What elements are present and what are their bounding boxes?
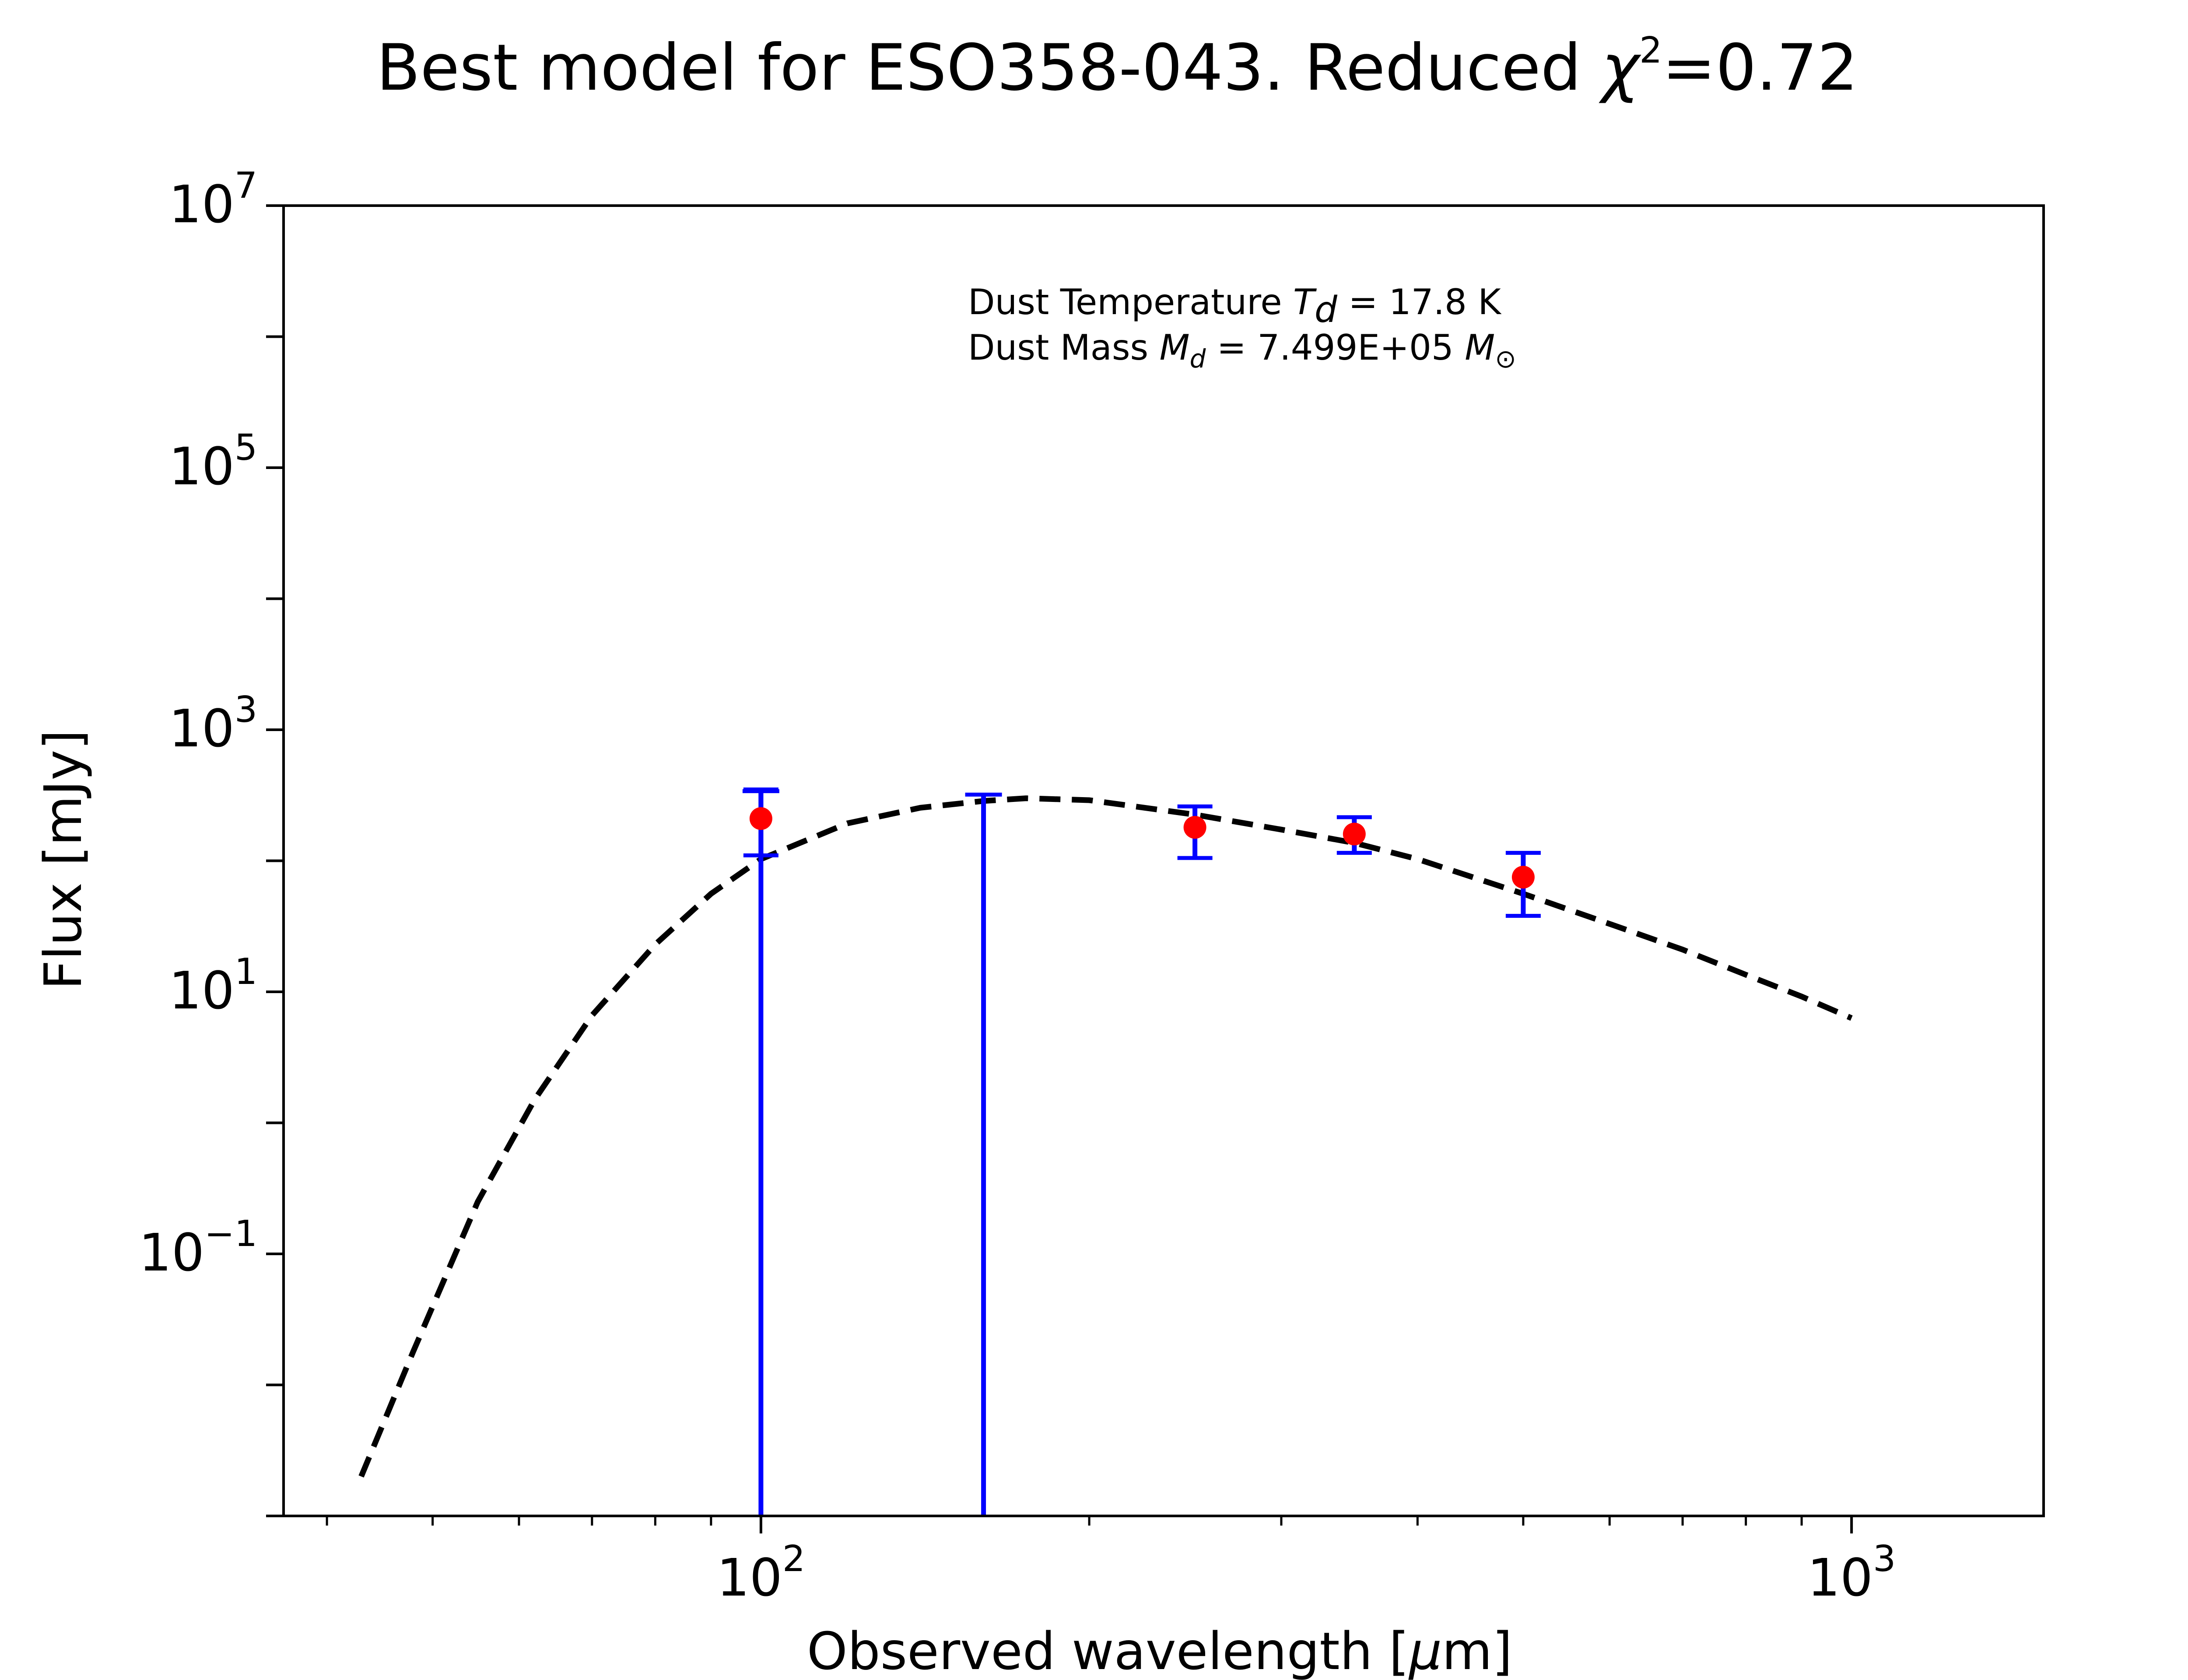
annotation-mass-value: = 7.499E+05 (1206, 327, 1465, 368)
y-tick-label-exponent: 7 (235, 165, 257, 206)
y-tick-label-10-3: 103 (169, 689, 257, 759)
x-axis-label-tail: m] (1442, 1621, 1512, 1680)
data-point-2 (1183, 816, 1206, 839)
annotation-mass: Dust Mass Md = 7.499E+05 M⊙ (968, 327, 1516, 374)
y-tick-label-exponent: 5 (235, 427, 257, 469)
y-tick-label-exponent: −1 (204, 1213, 257, 1255)
y-tick-label-base: 10 (169, 960, 235, 1021)
x-tick-label-exponent: 3 (1873, 1538, 1896, 1580)
annotation-mass-unit: M (1465, 327, 1495, 368)
y-tick-label-base: 10 (139, 1222, 204, 1283)
x-tick-label-base: 10 (717, 1547, 782, 1608)
data-point-1 (749, 807, 772, 830)
annotation-mass-prefix: Dust Mass (968, 327, 1160, 368)
y-tick-label-10-5: 105 (169, 427, 257, 497)
x-axis-label-text: Observed wavelength [ (807, 1621, 1409, 1680)
y-tick-label-base: 10 (169, 174, 235, 234)
observation-layer (743, 788, 1541, 918)
x-tick-label-10-3: 103 (1807, 1538, 1896, 1608)
data-point-3 (1343, 822, 1366, 846)
chart-title-chi-exponent: 2 (1639, 30, 1662, 71)
y-tick-label-10-7: 107 (169, 165, 257, 234)
y-tick-label-exponent: 3 (235, 689, 257, 731)
x-tick-label-exponent: 2 (782, 1538, 805, 1580)
chart-title-chi: χ (1599, 31, 1641, 105)
chart-title-value: =0.72 (1662, 31, 1858, 105)
model-curve-layer (358, 795, 1853, 1478)
annotation-temperature-symbol: T (1293, 282, 1317, 322)
y-tick-label-base: 10 (169, 436, 235, 497)
x-axis-label: Observed wavelength [μm] (807, 1621, 1512, 1680)
chart-title: Best model for ESO358-043. Reduced χ2=0.… (376, 30, 1858, 105)
annotation-mass-symbol: M (1160, 327, 1190, 368)
y-tick-label-base: 10 (169, 698, 235, 759)
annotation-temperature-value: = 17.8 K (1337, 282, 1502, 322)
annotation-mass-unit-subscript: ⊙ (1495, 344, 1516, 374)
x-axis-ticks: 102 103 (326, 1516, 1896, 1608)
y-tick-label-10-1: 101 (169, 951, 257, 1021)
annotation-mass-subscript: d (1190, 344, 1206, 374)
annotation-temperature: Dust Temperature Td = 17.8 K (968, 282, 1502, 331)
annotation-temperature-subscript: d (1315, 289, 1338, 331)
chart-title-text: Best model for ESO358-043. Reduced (376, 31, 1602, 105)
annotation-temperature-prefix: Dust Temperature (968, 282, 1293, 322)
y-tick-label-exponent: 1 (235, 951, 257, 993)
y-axis-label: Flux [mJy] (33, 730, 93, 990)
x-tick-label-10-2: 102 (717, 1538, 805, 1608)
upper-limit-layer (742, 789, 1002, 1516)
x-axis-label-unit: μ (1408, 1621, 1442, 1680)
data-point-4 (1511, 865, 1535, 889)
model-curve (358, 795, 1853, 1478)
y-tick-label-10-−1: 10−1 (139, 1213, 257, 1283)
plot-frame (282, 204, 2045, 1517)
x-tick-label-base: 10 (1807, 1547, 1873, 1608)
